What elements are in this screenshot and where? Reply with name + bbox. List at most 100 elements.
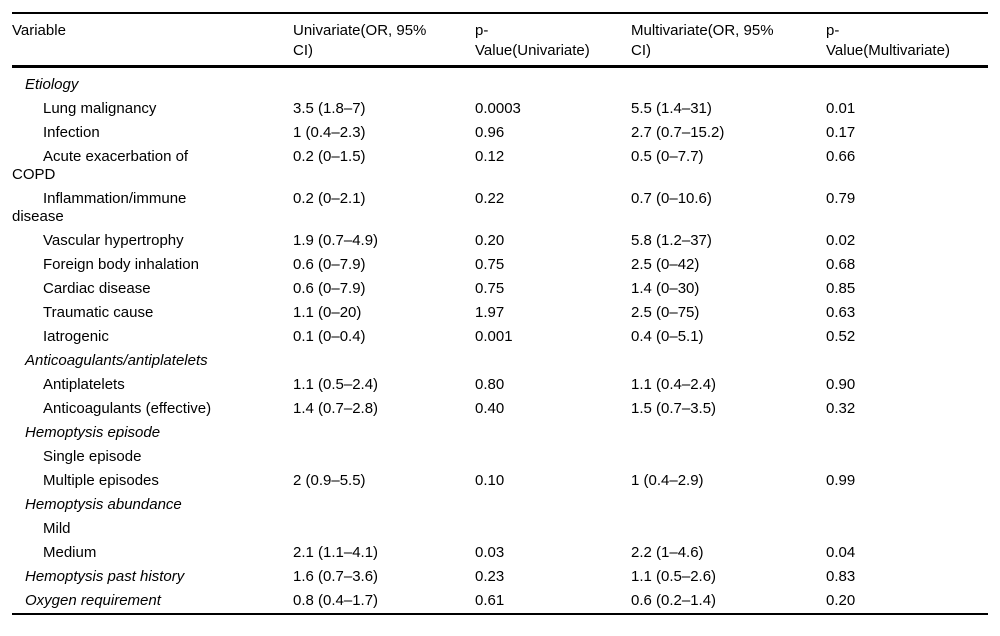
univariate-or-cell: 1.9 (0.7–4.9) [293, 232, 379, 249]
p-value-univariate-cell: 1.97 [475, 304, 505, 321]
multivariate-or-cell: 0.6 (0.2–1.4) [631, 592, 717, 609]
regression-results-table-container: Variable Univariate(OR, 95% CI) p- Value… [12, 12, 988, 615]
p-value-univariate-cell: 0.12 [475, 148, 505, 165]
table-row: Etiology [12, 67, 988, 98]
p-value-univariate-cell: 0.23 [475, 568, 505, 585]
p-value-univariate-cell [475, 445, 631, 469]
variable-label: Vascular hypertrophy [43, 232, 184, 249]
variable-cell: Inflammation/immune disease [12, 187, 293, 229]
p-value-multivariate-cell: 0.99 [826, 472, 856, 489]
variable-label: Anticoagulants/antiplatelets [25, 352, 208, 369]
multivariate-or-cell [631, 493, 826, 517]
table-body: Etiology Lung malignancy 3.5 (1.8–7) 0.0003… [12, 67, 988, 615]
p-value-multivariate-cell: 0.01 [826, 100, 856, 117]
p-value-multivariate-cell: 0.68 [826, 256, 856, 273]
variable-label: Hemoptysis abundance [25, 496, 182, 513]
p-value-multivariate-cell: 0.04 [826, 544, 856, 561]
univariate-or-cell [293, 349, 475, 373]
header-line: Variable [12, 22, 66, 39]
multivariate-or-cell: 5.8 (1.2–37) [631, 232, 712, 249]
p-value-univariate-cell: 0.22 [475, 190, 505, 207]
table-row: Multiple episodes 2 (0.9–5.5) 0.10 1 (0.4–2… [12, 469, 988, 493]
p-value-multivariate-cell [826, 493, 988, 517]
p-value-univariate-cell: 0.75 [475, 256, 505, 273]
variable-label: Etiology [25, 76, 79, 93]
p-value-univariate-cell: 0.75 [475, 280, 505, 297]
univariate-or-cell: 1.6 (0.7–3.6) [293, 568, 379, 585]
multivariate-or-cell: 1.1 (0.5–2.6) [631, 568, 717, 585]
multivariate-or-cell [631, 517, 826, 541]
variable-cell: Oxygen requirement [12, 589, 293, 614]
multivariate-or-cell: 0.4 (0–5.1) [631, 328, 704, 345]
table-row: Lung malignancy 3.5 (1.8–7) 0.0003 5.5 (1.4… [12, 97, 988, 121]
variable-label: Single episode [43, 448, 142, 465]
variable-cell: Etiology [12, 67, 293, 98]
p-value-multivariate-cell [826, 517, 988, 541]
variable-cell: Hemoptysis abundance [12, 493, 293, 517]
table-header: Variable Univariate(OR, 95% CI) p- Value… [12, 13, 988, 68]
p-value-multivariate-cell [826, 67, 988, 98]
variable-label: Cardiac disease [43, 280, 151, 297]
variable-cell: Acute exacerbation of COPD [12, 145, 293, 187]
multivariate-or-cell [631, 67, 826, 98]
univariate-or-cell: 3.5 (1.8–7) [293, 100, 366, 117]
p-value-univariate-cell [475, 349, 631, 373]
multivariate-or-cell: 2.5 (0–75) [631, 304, 700, 321]
multivariate-or-cell [631, 445, 826, 469]
variable-cell: Hemoptysis episode [12, 421, 293, 445]
p-value-multivariate-cell: 0.02 [826, 232, 856, 249]
variable-label: Infection [43, 124, 100, 141]
header-line: CI) [631, 42, 651, 59]
table-row: Acute exacerbation of COPD 0.2 (0–1.5) 0.12… [12, 145, 988, 187]
col-header-univariate-or: Univariate(OR, 95% CI) [293, 13, 475, 68]
p-value-univariate-cell: 0.0003 [475, 100, 521, 117]
p-value-multivariate-cell: 0.32 [826, 400, 856, 417]
variable-cell: Single episode [12, 445, 293, 469]
p-value-multivariate-cell: 0.90 [826, 376, 856, 393]
variable-label: Hemoptysis past history [25, 568, 185, 585]
variable-label: Antiplatelets [43, 376, 125, 393]
p-value-multivariate-cell [826, 349, 988, 373]
univariate-or-cell [293, 517, 475, 541]
table-row: Medium 2.1 (1.1–4.1) 0.03 2.2 (1–4.6) 0.04 [12, 541, 988, 565]
table-row: Mild [12, 517, 988, 541]
p-value-univariate-cell: 0.96 [475, 124, 505, 141]
variable-cell: Iatrogenic [12, 325, 293, 349]
p-value-univariate-cell: 0.03 [475, 544, 505, 561]
variable-cell: Mild [12, 517, 293, 541]
p-value-univariate-cell: 0.80 [475, 376, 505, 393]
variable-label: Lung malignancy [43, 100, 157, 117]
p-value-univariate-cell [475, 421, 631, 445]
header-line: p- [475, 22, 489, 39]
table-row: Anticoagulants/antiplatelets [12, 349, 988, 373]
multivariate-or-cell: 2.7 (0.7–15.2) [631, 124, 725, 141]
variable-label: Traumatic cause [43, 304, 154, 321]
multivariate-or-cell: 5.5 (1.4–31) [631, 100, 712, 117]
univariate-or-cell: 0.2 (0–1.5) [293, 148, 366, 165]
variable-cell: Medium [12, 541, 293, 565]
p-value-univariate-cell: 0.001 [475, 328, 513, 345]
table-row: Antiplatelets 1.1 (0.5–2.4) 0.80 1.1 (0.4–2… [12, 373, 988, 397]
variable-cell: Multiple episodes [12, 469, 293, 493]
multivariate-or-cell: 1.4 (0–30) [631, 280, 700, 297]
univariate-or-cell [293, 67, 475, 98]
univariate-or-cell: 2.1 (1.1–4.1) [293, 544, 379, 561]
univariate-or-cell: 2 (0.9–5.5) [293, 472, 366, 489]
univariate-or-cell: 0.1 (0–0.4) [293, 328, 366, 345]
variable-label-continuation: disease [12, 208, 64, 225]
univariate-or-cell: 0.8 (0.4–1.7) [293, 592, 379, 609]
variable-label: Medium [43, 544, 97, 561]
univariate-or-cell: 1.1 (0–20) [293, 304, 362, 321]
univariate-or-cell [293, 493, 475, 517]
univariate-or-cell: 1 (0.4–2.3) [293, 124, 366, 141]
variable-label: Foreign body inhalation [43, 256, 199, 273]
univariate-or-cell: 0.6 (0–7.9) [293, 256, 366, 273]
p-value-univariate-cell [475, 67, 631, 98]
variable-cell: Cardiac disease [12, 277, 293, 301]
table-row: Foreign body inhalation 0.6 (0–7.9) 0.75 2.… [12, 253, 988, 277]
multivariate-or-cell: 0.5 (0–7.7) [631, 148, 704, 165]
col-header-variable: Variable [12, 13, 293, 68]
variable-label-continuation: COPD [12, 166, 56, 183]
multivariate-or-cell [631, 349, 826, 373]
multivariate-or-cell: 0.7 (0–10.6) [631, 190, 712, 207]
